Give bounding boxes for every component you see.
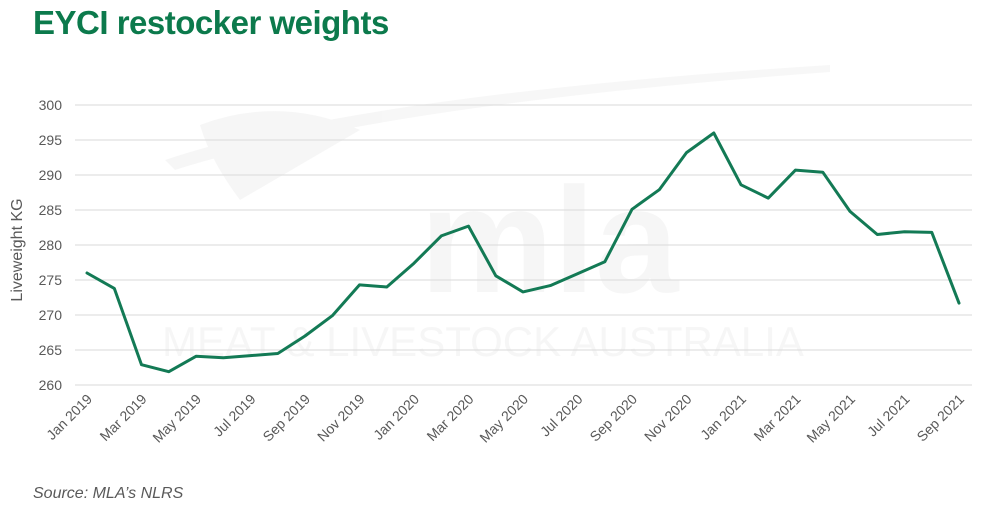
data-point bbox=[167, 370, 170, 373]
y-tick-label: 290 bbox=[39, 167, 63, 183]
chart-title: EYCI restocker weights bbox=[33, 4, 389, 41]
data-point bbox=[358, 283, 361, 287]
y-tick-label: 260 bbox=[39, 377, 63, 393]
x-tick-label: Mar 2021 bbox=[750, 391, 803, 444]
y-tick-label: 275 bbox=[39, 272, 63, 288]
data-point bbox=[494, 274, 497, 277]
y-tick-label: 285 bbox=[39, 202, 63, 218]
x-tick-label: Jan 2020 bbox=[370, 391, 422, 443]
x-tick-label: Sep 2020 bbox=[586, 391, 640, 445]
data-point bbox=[603, 260, 606, 263]
data-point bbox=[440, 234, 443, 238]
data-point bbox=[576, 272, 579, 275]
y-axis: 260 265 270 275 280 285 290 295 300 bbox=[39, 97, 63, 393]
y-tick-label: 280 bbox=[39, 237, 63, 253]
data-point bbox=[739, 183, 743, 186]
mla-watermark: mla MEAT & LIVESTOCK AUSTRALIA bbox=[162, 65, 830, 365]
x-tick-label: Jul 2019 bbox=[210, 391, 259, 440]
watermark-emblem bbox=[200, 111, 360, 200]
data-point bbox=[276, 352, 279, 355]
data-point bbox=[222, 356, 225, 359]
data-point bbox=[85, 271, 89, 275]
y-tick-label: 295 bbox=[39, 132, 63, 148]
data-point bbox=[630, 208, 634, 211]
data-point bbox=[821, 171, 824, 174]
watermark-logo: mla bbox=[420, 156, 680, 324]
x-tick-label: Sep 2019 bbox=[259, 391, 313, 445]
data-point bbox=[113, 287, 116, 290]
data-point bbox=[549, 284, 552, 287]
x-tick-label: Nov 2020 bbox=[641, 391, 695, 445]
x-tick-label: May 2020 bbox=[476, 391, 531, 446]
data-point bbox=[385, 285, 388, 289]
gridlines bbox=[75, 104, 972, 386]
data-point bbox=[303, 334, 307, 338]
x-tick-label: Jan 2019 bbox=[43, 391, 95, 443]
data-point bbox=[848, 210, 852, 213]
data-point bbox=[794, 168, 797, 172]
data-point bbox=[767, 196, 770, 200]
x-tick-label: Mar 2020 bbox=[423, 391, 476, 444]
x-tick-label: May 2019 bbox=[149, 391, 204, 446]
x-tick-label: Mar 2019 bbox=[96, 391, 149, 444]
watermark-swoosh bbox=[165, 65, 830, 170]
data-point bbox=[685, 151, 688, 154]
source-note: Source: MLA’s NLRS bbox=[33, 485, 184, 502]
data-point bbox=[140, 363, 143, 366]
data-point bbox=[658, 188, 661, 191]
y-tick-label: 270 bbox=[39, 307, 63, 323]
watermark-text: MEAT & LIVESTOCK AUSTRALIA bbox=[162, 318, 804, 365]
data-point bbox=[331, 314, 334, 317]
x-tick-label: Jul 2020 bbox=[537, 391, 586, 440]
y-tick-label: 300 bbox=[39, 97, 63, 113]
data-point bbox=[521, 290, 525, 294]
series-layer bbox=[85, 131, 961, 374]
x-tick-label: Jan 2021 bbox=[697, 391, 749, 443]
x-axis: Jan 2019 Mar 2019 May 2019 Jul 2019 Sep 2019… bbox=[43, 391, 967, 446]
y-axis-label: Liveweight KG bbox=[9, 198, 26, 301]
x-tick-label: Jul 2021 bbox=[864, 391, 913, 440]
data-point bbox=[957, 301, 961, 305]
data-point bbox=[249, 354, 252, 357]
y-tick-label: 265 bbox=[39, 342, 63, 358]
data-point bbox=[930, 231, 933, 234]
x-tick-label: May 2021 bbox=[803, 391, 858, 446]
data-point bbox=[712, 131, 715, 135]
x-tick-label: Sep 2021 bbox=[913, 391, 967, 445]
data-point bbox=[876, 233, 879, 236]
data-point bbox=[194, 355, 198, 358]
data-point bbox=[412, 262, 416, 265]
data-point bbox=[467, 224, 470, 228]
x-tick-label: Nov 2019 bbox=[314, 391, 368, 445]
data-point bbox=[903, 230, 906, 233]
